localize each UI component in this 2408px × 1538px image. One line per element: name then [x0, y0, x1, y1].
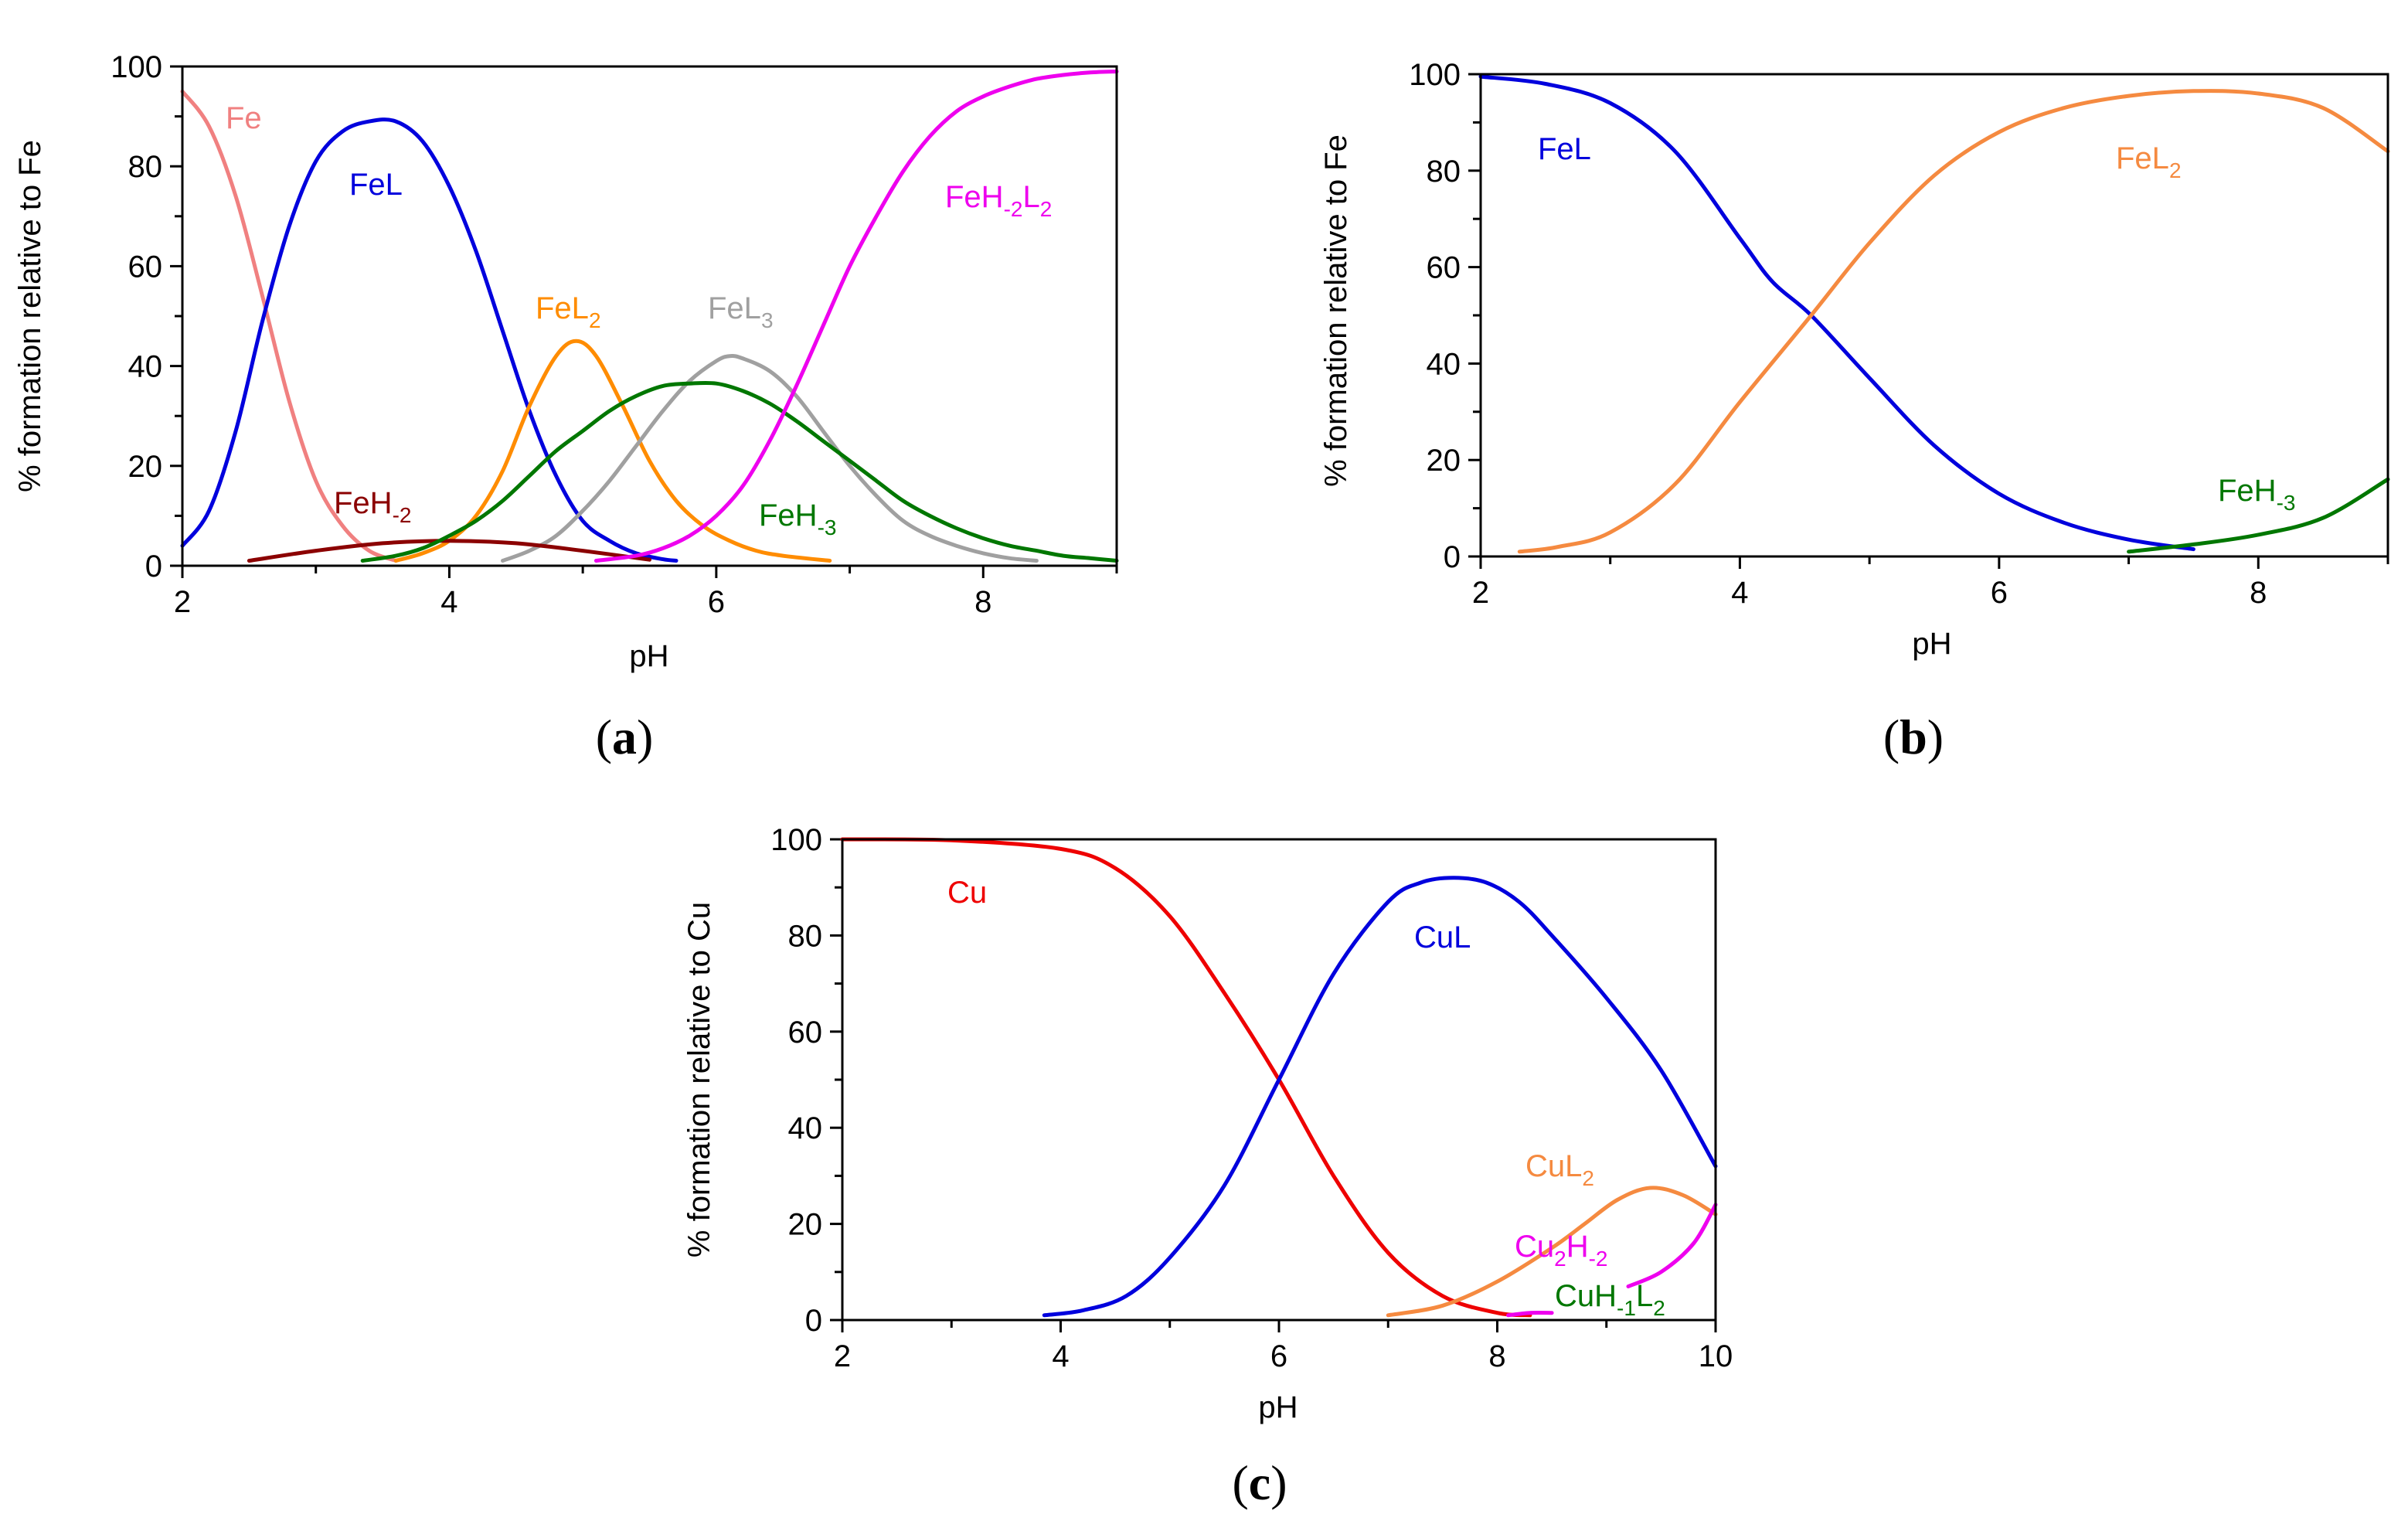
series-label-feh-2l2-a: FeH-2L2 [945, 180, 1052, 221]
y-tick-label-c: 60 [788, 1016, 823, 1050]
series-label-fel-b: FeL [1538, 132, 1591, 166]
x-axis-label-a: pH [629, 639, 668, 673]
series-line-fe-a [180, 89, 398, 563]
y-tick-label-c: 0 [805, 1304, 822, 1338]
y-axis-label-c: % formation relative to Cu [682, 902, 716, 1257]
y-tick-label-a: 40 [128, 350, 163, 384]
x-tick-label-a: 6 [708, 585, 725, 619]
panel-label-a: (a) [596, 709, 654, 764]
x-tick-label-b: 4 [1731, 576, 1748, 610]
y-tick-label-a: 20 [128, 450, 163, 484]
series-label-fe-a: Fe [226, 101, 262, 135]
plot-frame-c [841, 838, 1717, 1322]
series-label-cu-c: Cu [947, 876, 987, 910]
curves-c [840, 837, 1718, 1318]
series-line-fel2-a [393, 339, 832, 563]
x-tick-label-b: 6 [1991, 576, 2008, 610]
series-label-fel2-b: FeL2 [2116, 141, 2182, 182]
series-label-fel2-a: FeL2 [536, 291, 601, 332]
series-label-fel-a: FeL [349, 168, 403, 202]
x-tick-label-c: 2 [834, 1339, 851, 1373]
panel-label-b: (b) [1883, 709, 1944, 764]
y-tick-label-a: 60 [128, 250, 163, 284]
y-tick-label-c: 100 [770, 823, 822, 857]
x-tick-label-a: 2 [174, 585, 191, 619]
x-tick-label-a: 8 [974, 585, 991, 619]
y-axis-label-a: % formation relative to Fe [13, 140, 47, 492]
series-label-cul-c: CuL [1414, 920, 1471, 954]
y-tick-label-b: 100 [1409, 58, 1461, 92]
x-tick-label-c: 10 [1699, 1339, 1733, 1373]
y-tick-label-b: 0 [1444, 540, 1461, 574]
x-tick-label-b: 8 [2250, 576, 2267, 610]
y-tick-label-b: 80 [1427, 155, 1461, 189]
x-axis-label-b: pH [1912, 627, 1951, 661]
series-label-feh-2-a: FeH-2 [334, 486, 411, 527]
series-label-feh-3-b: FeH-3 [2218, 474, 2295, 515]
curves-a [180, 70, 1119, 563]
plot-frame-a [181, 65, 1118, 567]
y-tick-label-a: 80 [128, 150, 163, 184]
series-line-fel-b [1478, 74, 2195, 552]
series-label-cuh-1l2-c: CuH-1L2 [1555, 1279, 1665, 1320]
series-line-cu2h-2-c [1506, 1310, 1554, 1318]
series-label-feh-3-a: FeH-3 [759, 498, 836, 539]
y-tick-label-c: 40 [788, 1111, 823, 1145]
x-tick-label-c: 6 [1270, 1339, 1287, 1373]
x-tick-label-c: 8 [1488, 1339, 1505, 1373]
series-line-feh-2l2-a [593, 70, 1119, 563]
series-label-fel3-a: FeL3 [708, 291, 774, 332]
x-axis-label-c: pH [1258, 1390, 1298, 1424]
x-tick-label-c: 4 [1052, 1339, 1069, 1373]
plot-frame-b [1479, 73, 2389, 558]
y-tick-label-b: 40 [1427, 347, 1461, 381]
series-line-fel-a [180, 117, 679, 563]
series-line-fel2-b [1517, 89, 2390, 554]
y-axis-label-b: % formation relative to Fe [1319, 134, 1353, 487]
x-tick-label-b: 2 [1472, 576, 1489, 610]
series-line-cu-c [840, 837, 1532, 1318]
series-line-feh-3-b [2127, 477, 2390, 554]
x-tick-label-a: 4 [440, 585, 457, 619]
y-tick-label-a: 0 [145, 550, 162, 584]
y-tick-label-b: 20 [1427, 444, 1461, 478]
panel-label-c: (c) [1232, 1455, 1287, 1510]
y-tick-label-b: 60 [1427, 251, 1461, 285]
series-line-cul2-c [1386, 1186, 1718, 1318]
y-tick-label-c: 20 [788, 1208, 823, 1242]
series-line-fel3-a [501, 353, 1039, 563]
series-line-feh-2-a [247, 539, 651, 563]
y-tick-label-a: 100 [111, 50, 162, 84]
y-tick-label-c: 80 [788, 919, 823, 953]
series-label-cul2-c: CuL2 [1525, 1149, 1594, 1190]
curves-b [1478, 74, 2390, 554]
series-line-cul-c [1042, 876, 1718, 1318]
series-line-cuh-1l2-c [1626, 1203, 1718, 1288]
series-line-feh-3-a [360, 380, 1119, 563]
